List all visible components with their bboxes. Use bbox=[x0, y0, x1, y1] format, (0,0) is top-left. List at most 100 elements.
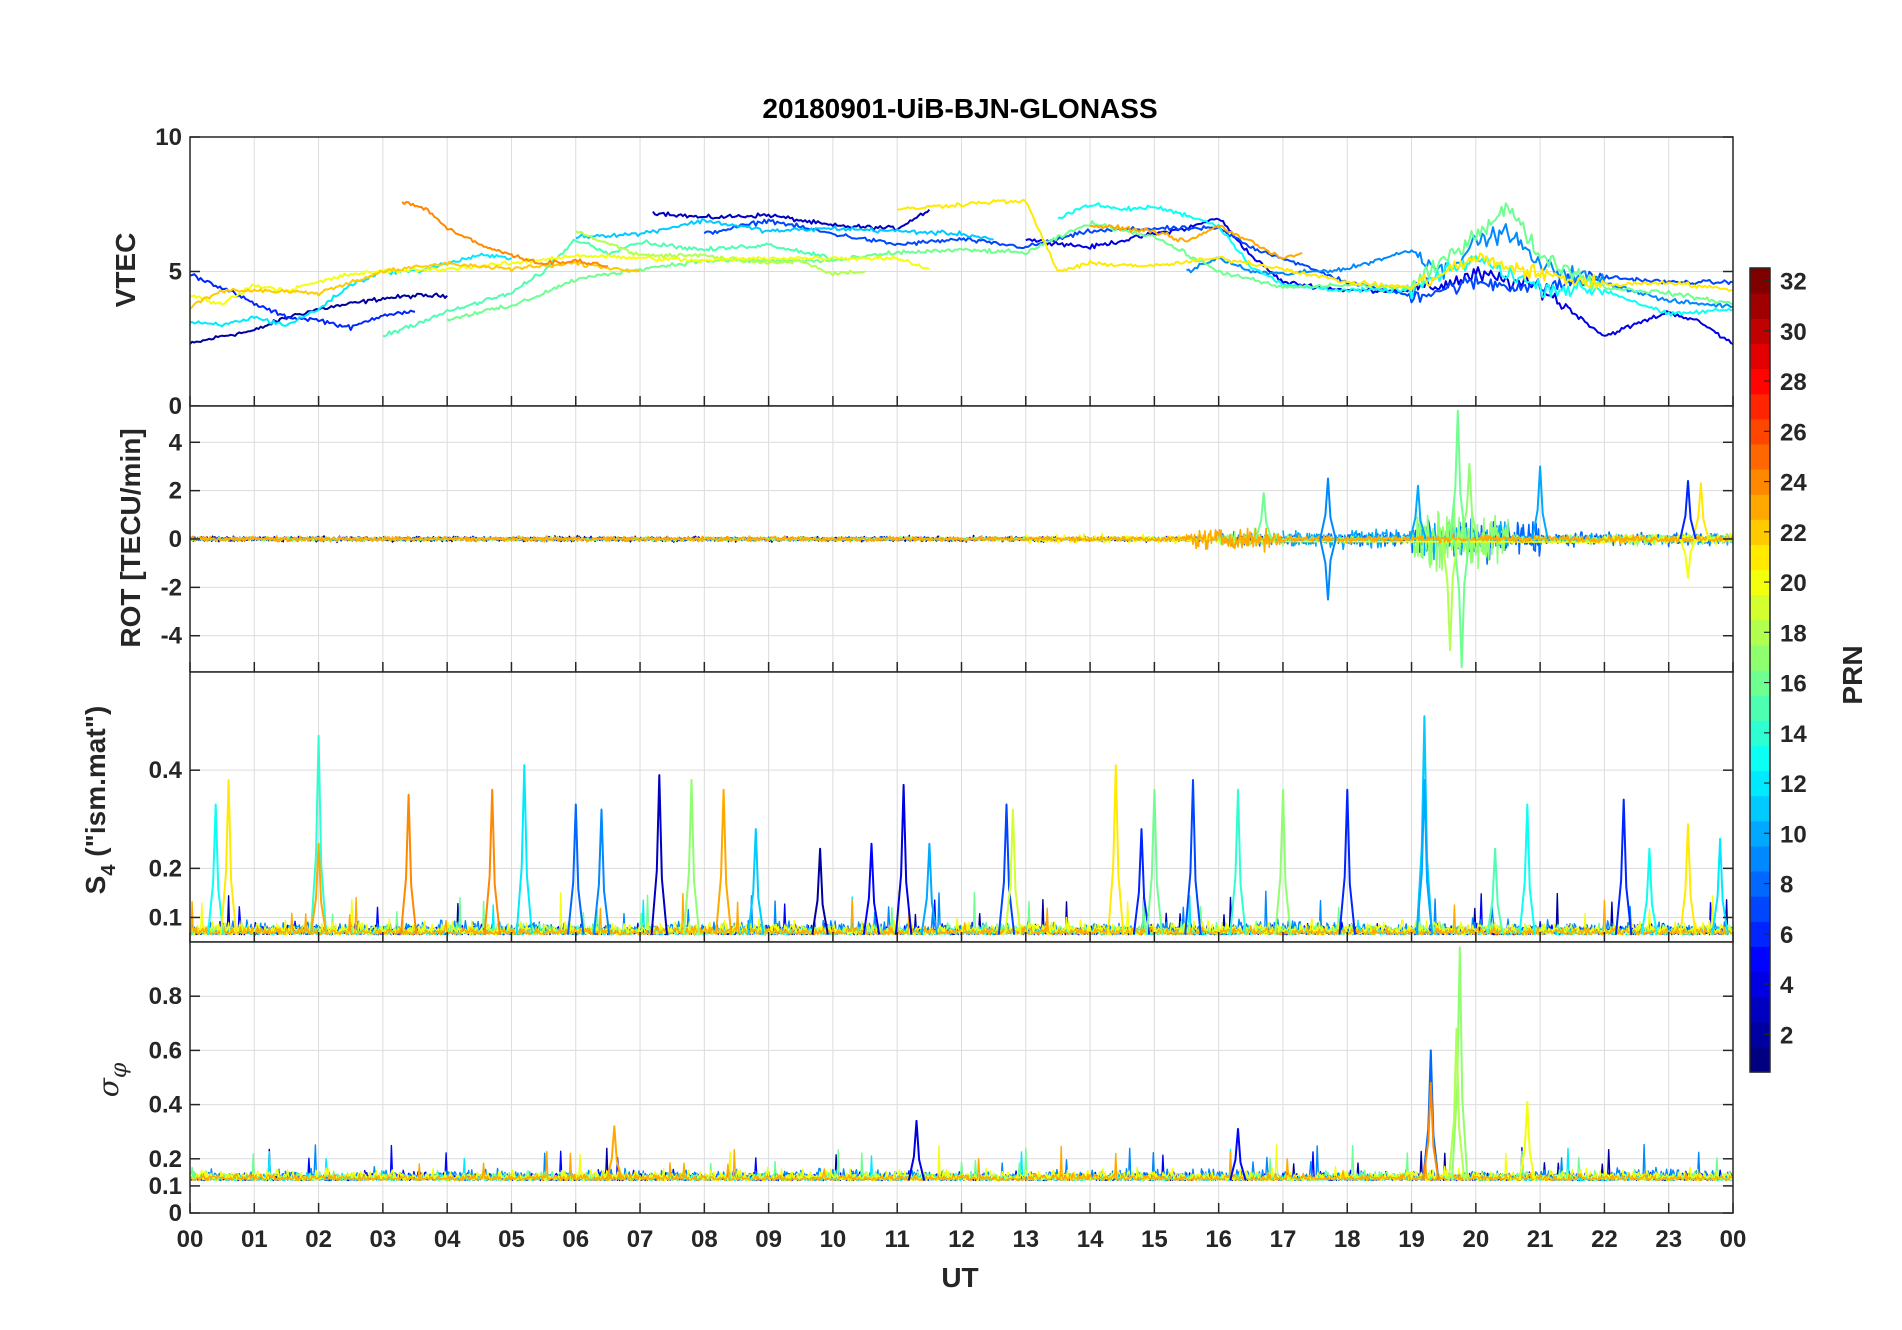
panel-sigma-phi: 00.10.2 0.4 0.6 0.8 bbox=[149, 941, 1734, 1227]
spike-s4-prn-11 bbox=[747, 828, 765, 935]
colorbar-swatch-prn-32 bbox=[1750, 268, 1770, 294]
spike-s4-prn-16 bbox=[1145, 788, 1164, 935]
x-tick-label: 09 bbox=[755, 1226, 782, 1253]
spike-s4-prn-2 bbox=[811, 847, 829, 935]
colorbar-tick-label: 18 bbox=[1780, 620, 1807, 647]
colorbar-swatch-prn-17 bbox=[1750, 644, 1770, 671]
y-tick-label-s4: 0.4 bbox=[149, 757, 183, 784]
spike-rot-prn-16 bbox=[1449, 409, 1467, 540]
colorbar-frame bbox=[1749, 267, 1771, 1073]
x-tick-label: 21 bbox=[1527, 1226, 1554, 1253]
spike-sigma_phi-prn-24 bbox=[1422, 1081, 1440, 1181]
spike-s4-prn-6 bbox=[1338, 788, 1356, 935]
ylabel-sigma-sub: φ bbox=[107, 1062, 132, 1078]
colorbar-swatch-prn-16 bbox=[1750, 670, 1770, 696]
spike-sigma_phi-prn-17 bbox=[1451, 946, 1469, 1181]
colorbar-swatch-prn-20 bbox=[1750, 569, 1770, 596]
x-tick-label: 13 bbox=[1012, 1226, 1039, 1253]
spike-s4-prn-11 bbox=[1415, 715, 1434, 935]
spike-rot-prn-18 bbox=[1441, 538, 1459, 652]
panel-s4: 0.1 0.2 0.4 bbox=[149, 671, 1734, 943]
x-axis-label: UT bbox=[941, 1262, 978, 1293]
y-tick-label-rot: 2 bbox=[169, 478, 182, 505]
y-ticks-sigma_phi: 00.10.2 0.4 0.6 0.8 bbox=[149, 983, 1734, 1227]
spike-s4-prn-6 bbox=[1615, 798, 1633, 935]
spike-s4-prn-4 bbox=[894, 783, 913, 935]
spike-s4-prn-23 bbox=[714, 788, 733, 935]
ylabel-sigma-main: σ bbox=[92, 1077, 125, 1097]
spike-s4-prn-10 bbox=[1415, 779, 1434, 935]
spike-rot-prn-6 bbox=[1679, 480, 1697, 540]
colorbar-swatch-prn-10 bbox=[1750, 820, 1770, 847]
colorbar-swatch-prn-6 bbox=[1750, 921, 1770, 947]
y-ticks-s4: 0.1 0.2 0.4 bbox=[149, 757, 1734, 942]
spike-s4-prn-5 bbox=[862, 842, 881, 935]
rot-line-prn-23 bbox=[190, 527, 1733, 553]
y-tick-label-rot: -4 bbox=[161, 623, 183, 650]
x-tick-label: 01 bbox=[241, 1226, 268, 1253]
y-tick-label-s4: 0.1 bbox=[149, 904, 182, 931]
ylabel-s4: S4 ("ism.mat") bbox=[80, 706, 120, 895]
ylabel-s4-rest: ("ism.mat") bbox=[80, 706, 111, 865]
colorbar-swatch-prn-7 bbox=[1750, 896, 1770, 922]
x-tick-label: 23 bbox=[1655, 1226, 1682, 1253]
colorbar-tick-label: 6 bbox=[1780, 922, 1793, 949]
colorbar-swatch-prn-31 bbox=[1750, 293, 1770, 319]
colorbar-swatch-prn-5 bbox=[1750, 946, 1770, 973]
y-tick-label-sigma_phi: 0.2 bbox=[149, 1146, 182, 1173]
spike-s4-prn-7 bbox=[1184, 779, 1202, 935]
colorbar-swatch-prn-25 bbox=[1750, 443, 1770, 470]
trace-sigma_phi-prn-23 bbox=[190, 1145, 1733, 1182]
spike-s4-prn-9 bbox=[592, 808, 611, 935]
y-tick-label-sigma_phi: 0.8 bbox=[149, 983, 182, 1010]
x-tick-label: 18 bbox=[1334, 1226, 1361, 1253]
colorbar-swatch-prn-3 bbox=[1750, 996, 1770, 1023]
spike-s4-prn-12 bbox=[515, 764, 533, 935]
spike-sigma_phi-prn-23 bbox=[605, 1125, 623, 1181]
spike-rot-prn-10 bbox=[1409, 484, 1427, 540]
x-tick-label: 05 bbox=[498, 1226, 525, 1253]
spike-s4-prn-6 bbox=[1132, 828, 1151, 935]
x-tick-label: 10 bbox=[820, 1226, 847, 1253]
x-tick-label: 17 bbox=[1270, 1226, 1297, 1253]
colorbar-tick-label: 14 bbox=[1780, 721, 1807, 748]
vtec-line-prn-20 bbox=[190, 253, 930, 306]
spike-s4-prn-14 bbox=[309, 734, 328, 935]
colorbar-swatch-prn-30 bbox=[1750, 318, 1770, 344]
spike-s4-prn-17 bbox=[682, 779, 701, 935]
colorbar-swatch-prn-23 bbox=[1750, 494, 1770, 520]
y-tick-label-rot: -2 bbox=[161, 574, 182, 601]
colorbar-tick-label: 32 bbox=[1780, 269, 1807, 296]
colorbar-swatch-prn-18 bbox=[1750, 619, 1770, 646]
colorbar-tick-label: 22 bbox=[1780, 520, 1807, 547]
colorbar-tick-label: 2 bbox=[1780, 1022, 1793, 1049]
spike-s4-prn-14 bbox=[1229, 788, 1247, 935]
ylabel-vtec: VTEC bbox=[110, 233, 141, 308]
spike-s4-prn-12 bbox=[1711, 837, 1729, 935]
colorbar-swatch-prn-28 bbox=[1750, 368, 1770, 395]
ylabel-s4-main: S bbox=[80, 876, 111, 895]
spike-sigma_phi-prn-8 bbox=[1422, 1049, 1440, 1181]
vtec-line-prn-24 bbox=[401, 201, 609, 268]
colorbar-swatch-prn-1 bbox=[1750, 1046, 1770, 1073]
colorbar-swatch-prn-22 bbox=[1750, 519, 1770, 545]
colorbar-swatch-prn-2 bbox=[1750, 1021, 1770, 1048]
spike-rot-prn-16 bbox=[1255, 492, 1273, 540]
y-tick-label-sigma_phi: 0 bbox=[169, 1200, 182, 1227]
y-tick-label-sigma_phi: 0.6 bbox=[149, 1037, 182, 1064]
x-tick-label: 02 bbox=[305, 1226, 332, 1253]
vtec-line-prn-11 bbox=[575, 218, 994, 241]
y-tick-label-vtec: 10 bbox=[155, 124, 182, 151]
colorbar-swatch-prn-26 bbox=[1750, 418, 1770, 445]
spike-s4-prn-8 bbox=[567, 803, 585, 935]
spike-rot-prn-10 bbox=[1531, 465, 1549, 540]
series-rot bbox=[190, 409, 1733, 669]
y-ticks-rot: -4 -2 0 2 4 bbox=[161, 429, 1734, 672]
colorbar-swatch-prn-4 bbox=[1750, 971, 1770, 998]
colorbar-tick-label: 26 bbox=[1780, 419, 1807, 446]
y-tick-label-vtec: 0 bbox=[169, 393, 182, 420]
colorbar-tick-label: 10 bbox=[1780, 821, 1807, 848]
series-sigma_phi bbox=[190, 946, 1733, 1182]
vtec-line-prn-18 bbox=[575, 230, 866, 277]
